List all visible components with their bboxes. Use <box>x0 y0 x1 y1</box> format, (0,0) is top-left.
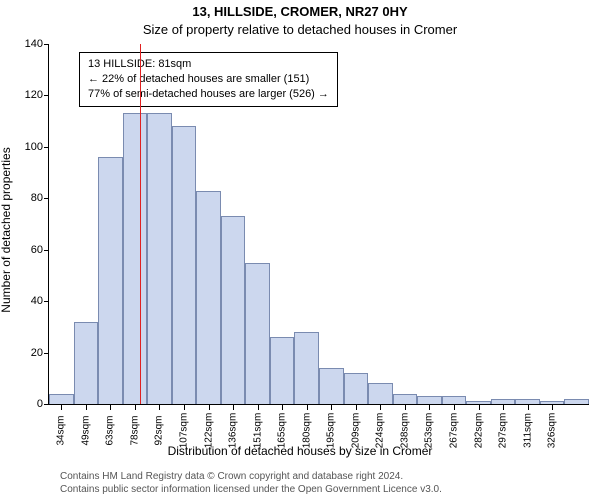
attribution: Contains HM Land Registry data © Crown c… <box>60 470 442 496</box>
x-tick <box>479 405 480 410</box>
x-tick-label: 165sqm <box>277 413 288 449</box>
histogram-bar <box>74 322 99 404</box>
chart-container: 13, HILLSIDE, CROMER, NR27 0HY Size of p… <box>0 0 600 500</box>
x-tick <box>307 405 308 410</box>
attribution-line1: Contains HM Land Registry data © Crown c… <box>60 470 442 483</box>
x-tick <box>110 405 111 410</box>
y-tick: 140 <box>13 38 43 50</box>
annotation-line3: 77% of semi-detached houses are larger (… <box>88 87 329 102</box>
x-tick-label: 253sqm <box>424 413 435 449</box>
x-tick <box>380 405 381 410</box>
x-tick <box>61 405 62 410</box>
x-tick <box>86 405 87 410</box>
x-tick-label: 34sqm <box>56 415 67 445</box>
x-tick <box>552 405 553 410</box>
x-tick <box>184 405 185 410</box>
x-tick <box>503 405 504 410</box>
x-tick-label: 49sqm <box>80 415 91 445</box>
y-tick: 40 <box>13 295 43 307</box>
histogram-bar <box>515 399 540 404</box>
histogram-bar <box>98 157 123 404</box>
x-tick <box>331 405 332 410</box>
histogram-bar <box>49 394 74 404</box>
histogram-bar <box>368 383 393 404</box>
x-tick <box>159 405 160 410</box>
y-axis-label: Number of detached properties <box>0 147 13 312</box>
x-tick-label: 311sqm <box>522 413 533 448</box>
histogram-bar <box>270 337 295 404</box>
histogram-bar <box>540 401 565 404</box>
x-tick <box>209 405 210 410</box>
x-tick <box>454 405 455 410</box>
histogram-bar <box>221 216 246 404</box>
histogram-bar <box>172 126 197 404</box>
x-tick-label: 326sqm <box>547 413 558 449</box>
x-tick <box>429 405 430 410</box>
histogram-bar <box>442 396 467 404</box>
y-tick: 100 <box>13 141 43 153</box>
y-tick: 20 <box>13 347 43 359</box>
x-tick-label: 297sqm <box>498 413 509 449</box>
annotation-box: 13 HILLSIDE: 81sqm ← 22% of detached hou… <box>79 52 338 107</box>
histogram-bar <box>294 332 319 404</box>
x-axis-label: Distribution of detached houses by size … <box>0 444 600 458</box>
x-tick <box>282 405 283 410</box>
x-tick-label: 151sqm <box>252 413 263 449</box>
x-tick <box>233 405 234 410</box>
reference-line <box>140 44 141 404</box>
x-tick-label: 180sqm <box>301 413 312 449</box>
x-tick <box>356 405 357 410</box>
histogram-bar <box>147 113 172 404</box>
histogram-bar <box>564 399 589 404</box>
histogram-bar <box>245 263 270 404</box>
x-tick <box>258 405 259 410</box>
y-tick: 120 <box>13 89 43 101</box>
x-tick-label: 78sqm <box>129 415 140 445</box>
x-tick <box>405 405 406 410</box>
x-tick-label: 238sqm <box>399 413 410 449</box>
histogram-bar <box>344 373 369 404</box>
histogram-bar <box>196 191 221 404</box>
x-tick-label: 224sqm <box>375 413 386 449</box>
histogram-bar <box>393 394 418 404</box>
chart-title-main: 13, HILLSIDE, CROMER, NR27 0HY <box>0 4 600 19</box>
histogram-bar <box>466 401 491 404</box>
x-tick-label: 122sqm <box>203 413 214 449</box>
x-tick-label: 136sqm <box>228 413 239 449</box>
chart-title-sub: Size of property relative to detached ho… <box>0 22 600 37</box>
plot-area: 13 HILLSIDE: 81sqm ← 22% of detached hou… <box>48 44 589 405</box>
attribution-line2: Contains public sector information licen… <box>60 483 442 496</box>
x-tick <box>528 405 529 410</box>
histogram-bar <box>491 399 516 404</box>
y-tick: 80 <box>13 192 43 204</box>
x-tick-label: 195sqm <box>326 413 337 449</box>
y-tick: 60 <box>13 244 43 256</box>
x-tick-label: 63sqm <box>105 415 116 445</box>
x-tick-label: 209sqm <box>350 413 361 449</box>
annotation-line2: ← 22% of detached houses are smaller (15… <box>88 72 329 87</box>
x-tick-label: 92sqm <box>154 415 165 445</box>
histogram-bar <box>417 396 442 404</box>
x-tick-label: 282sqm <box>473 413 484 449</box>
histogram-bar <box>123 113 148 404</box>
x-tick <box>135 405 136 410</box>
histogram-bar <box>319 368 344 404</box>
y-tick: 0 <box>13 398 43 410</box>
annotation-line1: 13 HILLSIDE: 81sqm <box>88 57 329 72</box>
x-tick-label: 107sqm <box>179 413 190 449</box>
x-tick-label: 267sqm <box>449 413 460 449</box>
